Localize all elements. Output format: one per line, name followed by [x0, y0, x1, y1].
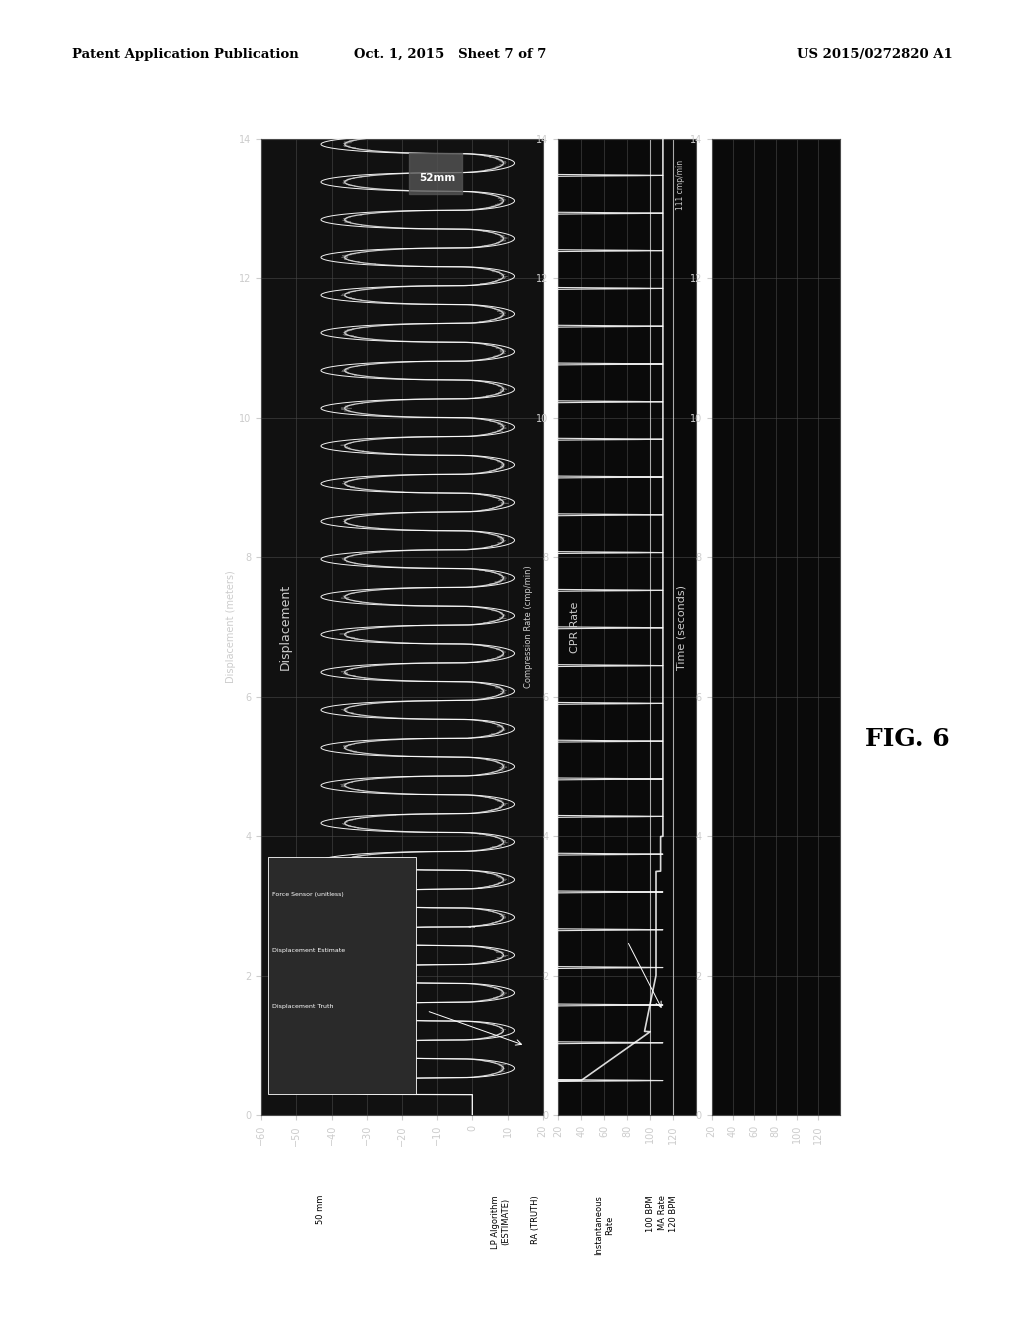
Text: MA Rate: MA Rate — [658, 1195, 668, 1230]
Text: RA (TRUTH): RA (TRUTH) — [531, 1195, 541, 1243]
Text: LP Algorithm
(ESTIMATE): LP Algorithm (ESTIMATE) — [490, 1195, 510, 1249]
Text: Instantaneous
Rate: Instantaneous Rate — [595, 1195, 613, 1255]
FancyBboxPatch shape — [268, 857, 417, 1094]
Text: CPR Rate: CPR Rate — [569, 602, 580, 652]
Y-axis label: Time (seconds): Time (seconds) — [677, 585, 687, 669]
Text: Displacement: Displacement — [279, 583, 292, 671]
Text: 111 cmp/min: 111 cmp/min — [676, 160, 685, 210]
Text: Displacement Estimate: Displacement Estimate — [271, 948, 345, 953]
Text: 52mm: 52mm — [419, 173, 456, 183]
Y-axis label: Compression Rate (cmp/min): Compression Rate (cmp/min) — [524, 566, 534, 688]
Text: US 2015/0272820 A1: US 2015/0272820 A1 — [797, 48, 952, 61]
Text: Force Sensor (unitless): Force Sensor (unitless) — [271, 892, 343, 898]
Text: Patent Application Publication: Patent Application Publication — [72, 48, 298, 61]
Text: FIG. 6: FIG. 6 — [865, 727, 949, 751]
Y-axis label: Displacement (meters): Displacement (meters) — [226, 570, 237, 684]
Text: 120 BPM: 120 BPM — [669, 1195, 678, 1232]
Text: Oct. 1, 2015   Sheet 7 of 7: Oct. 1, 2015 Sheet 7 of 7 — [354, 48, 547, 61]
Text: Displacement Truth: Displacement Truth — [271, 1003, 333, 1008]
Text: 50 mm: 50 mm — [316, 1195, 326, 1225]
Text: 100 BPM: 100 BPM — [646, 1195, 654, 1232]
